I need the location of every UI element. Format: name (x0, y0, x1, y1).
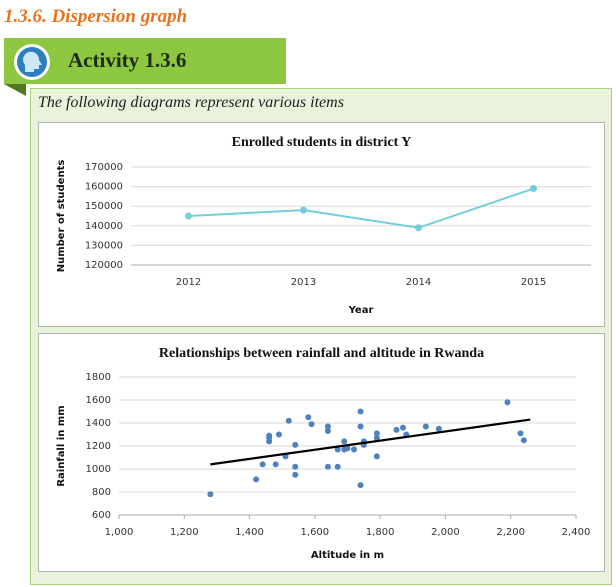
data-point (305, 414, 312, 421)
data-point (373, 430, 380, 437)
line-chart: Enrolled students in district Y 120000 130… (38, 122, 605, 327)
data-point (185, 212, 192, 220)
data-point (344, 445, 351, 452)
series-line (188, 187, 534, 229)
x-tick-label: 2,200 (496, 527, 525, 538)
y-axis-title: Number of students (56, 160, 67, 273)
data-point (292, 471, 299, 478)
y-axis-title: Rainfall in mm (56, 405, 67, 486)
data-point (517, 430, 524, 437)
icon-head (23, 51, 42, 72)
y-tick-label: 170000 (85, 162, 123, 173)
x-tick-label: 2015 (521, 277, 546, 288)
activity-banner (4, 38, 286, 84)
x-tick-label: 2,000 (431, 527, 460, 538)
activity-icon (14, 44, 50, 80)
y-tick-label: 1400 (86, 418, 111, 429)
data-point (399, 424, 406, 431)
x-tick-label: 1,000 (105, 527, 134, 538)
data-point (292, 463, 299, 470)
chart-title: Enrolled students in district Y (232, 135, 412, 150)
y-tick-label: 1000 (86, 464, 111, 475)
data-point (334, 463, 341, 470)
activity-title: Activity 1.3.6 (68, 48, 187, 72)
data-point (292, 441, 299, 448)
data-point (530, 185, 537, 193)
x-axis-title: Year (348, 305, 374, 316)
data-point (422, 423, 429, 430)
y-tick-label: 150000 (85, 201, 123, 212)
x-tick-label: 2013 (291, 277, 316, 288)
data-point (285, 417, 292, 424)
y-tick-label: 1200 (86, 441, 111, 452)
data-point (504, 399, 511, 406)
data-point (324, 423, 331, 430)
y-tick-label: 120000 (85, 260, 123, 271)
x-tick-label: 2012 (176, 277, 201, 288)
x-tick-label: 2014 (406, 277, 431, 288)
banner-notch (4, 84, 26, 96)
y-tick-label: 160000 (85, 182, 123, 193)
data-point (373, 453, 380, 460)
data-point (357, 423, 364, 430)
y-tick-label: 1800 (86, 372, 111, 383)
y-tick-label: 600 (92, 510, 111, 521)
data-point (415, 224, 422, 232)
x-tick-label: 1,400 (235, 527, 264, 538)
x-tick-label: 2,400 (562, 527, 591, 538)
data-point (351, 446, 358, 453)
data-point (357, 482, 364, 489)
y-tick-label: 1600 (86, 395, 111, 406)
data-point (324, 428, 331, 435)
data-point (308, 421, 315, 428)
trendline (210, 418, 531, 466)
x-tick-label: 1,200 (170, 527, 199, 538)
data-point (435, 425, 442, 432)
x-tick-label: 1,600 (301, 527, 330, 538)
data-point (373, 434, 380, 441)
data-point (334, 446, 341, 453)
data-point (357, 408, 364, 415)
intro-text: The following diagrams represent various… (38, 94, 344, 111)
data-point (275, 431, 282, 438)
x-axis-title: Altitude in m (311, 550, 384, 561)
data-point (272, 461, 279, 468)
scatter-chart: Relationships between rainfall and altit… (38, 333, 605, 572)
data-point (253, 476, 260, 483)
data-point (259, 461, 266, 468)
data-point (300, 206, 307, 214)
y-tick-label: 130000 (85, 240, 123, 251)
section-heading: 1.3.6. Dispersion graph (4, 6, 188, 27)
data-point (393, 426, 400, 433)
data-point (266, 432, 273, 439)
x-tick-label: 1,800 (366, 527, 395, 538)
data-point (520, 437, 527, 444)
data-point (324, 463, 331, 470)
y-tick-label: 800 (92, 487, 111, 498)
data-point (207, 491, 214, 498)
y-tick-label: 140000 (85, 221, 123, 232)
chart-title: Relationships between rainfall and altit… (159, 346, 484, 361)
data-point (341, 438, 348, 445)
